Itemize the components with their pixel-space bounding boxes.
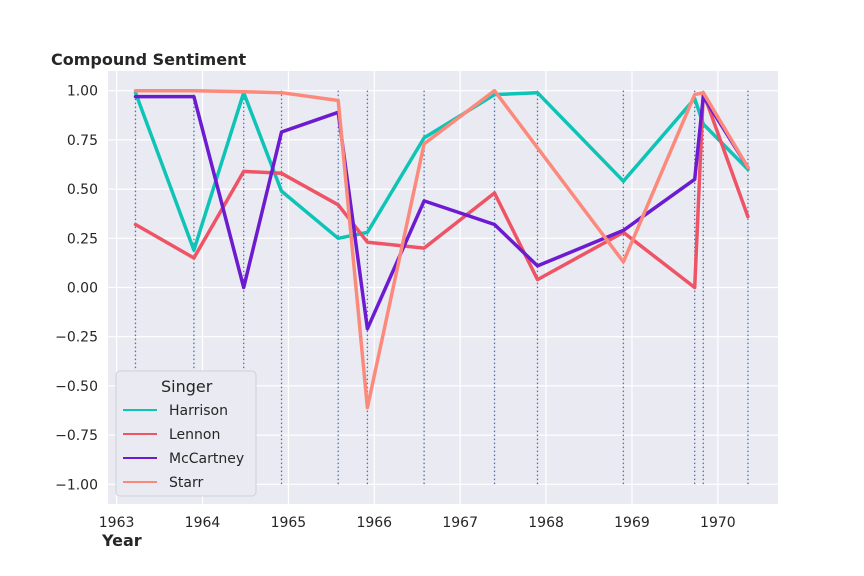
x-tick-label: 1970 (700, 515, 736, 531)
y-tick-label: 0.75 (67, 133, 98, 149)
legend-label-lennon: Lennon (169, 427, 220, 443)
y-tick-label: −0.25 (55, 330, 98, 346)
y-tick-label: 1.00 (67, 84, 98, 100)
x-tick-label: 1965 (271, 515, 307, 531)
x-tick-labels: 1963 1964 1965 1966 1967 1968 1969 1970 (99, 515, 736, 531)
x-tick-label: 1968 (528, 515, 564, 531)
x-tick-label: 1964 (185, 515, 221, 531)
y-tick-labels: 1.00 0.75 0.50 0.25 0.00 −0.25 −0.50 −0.75 −1.00 (55, 84, 98, 494)
y-tick-label: −0.75 (55, 428, 98, 444)
x-tick-label: 1967 (442, 515, 478, 531)
y-tick-label: 0.00 (67, 281, 98, 297)
series-line-mccartney (133, 94, 750, 331)
series-line-lennon (133, 90, 750, 290)
y-tick-label: −1.00 (55, 477, 98, 493)
legend-label-harrison: Harrison (169, 403, 228, 419)
y-tick-label: 0.50 (67, 182, 98, 198)
legend-box (115, 370, 257, 497)
legend-label-mccartney: McCartney (169, 451, 244, 467)
y-axis-title: Compound Sentiment (51, 50, 246, 69)
x-axis-title: Year (101, 531, 142, 550)
x-tick-label: 1963 (99, 515, 135, 531)
series-lines (133, 88, 750, 410)
legend-label-starr: Starr (169, 475, 203, 491)
x-tick-label: 1966 (356, 515, 392, 531)
x-tick-label: 1969 (614, 515, 650, 531)
legend-items: Harrison Lennon McCartney Starr (123, 403, 244, 491)
y-tick-label: 0.25 (67, 231, 98, 247)
y-tick-label: −0.50 (55, 379, 98, 395)
legend: Singer Harrison Lennon McCartney Starr (115, 370, 257, 497)
series-line-starr (133, 88, 750, 410)
legend-title: Singer (161, 377, 213, 396)
